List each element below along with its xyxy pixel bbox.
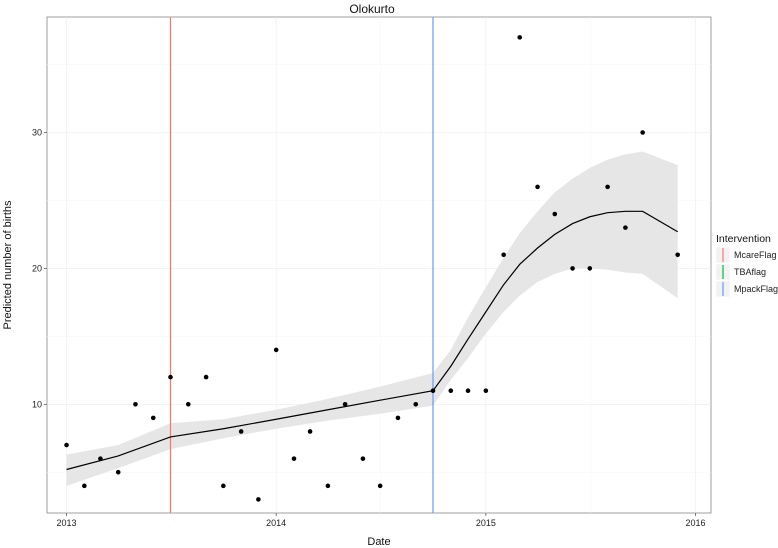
legend-item-mpackflag: MpackFlag	[715, 280, 778, 298]
legend-entries: McareFlag TBAflag MpackFlag	[715, 246, 778, 298]
data-point	[273, 347, 279, 353]
data-point	[483, 388, 489, 393]
legend-item-tbaflag: TBAflag	[715, 263, 766, 281]
data-point	[360, 456, 366, 461]
y-tick-label: 30	[32, 128, 42, 138]
data-point	[605, 184, 610, 190]
confidence-band	[66, 151, 678, 486]
data-point	[221, 483, 226, 489]
x-tick-label: 2013	[57, 518, 77, 528]
x-axis-ticks: 2013 2014 2015 2016	[57, 513, 706, 528]
y-axis-title: Predicted number of births	[2, 200, 14, 330]
data-point	[291, 456, 297, 461]
data-point	[256, 497, 261, 502]
x-tick-label: 2016	[685, 518, 705, 528]
fit-line	[66, 210, 678, 471]
data-point	[623, 225, 628, 230]
data-point	[517, 35, 523, 40]
intervention-lines	[169, 17, 434, 513]
data-point	[342, 401, 348, 407]
legend-label: MpackFlag	[734, 284, 778, 294]
legend-item-mcareflag: McareFlag	[715, 246, 777, 264]
data-point	[501, 252, 506, 258]
data-point	[395, 415, 401, 421]
data-point	[552, 211, 558, 217]
ribbon-area	[66, 151, 678, 486]
data-point	[675, 252, 680, 258]
fitted-line	[66, 210, 678, 471]
data-point	[535, 184, 540, 190]
data-point	[640, 130, 645, 135]
data-point	[587, 266, 593, 271]
data-point	[168, 374, 173, 380]
data-point	[430, 388, 436, 393]
data-point	[465, 388, 471, 393]
data-point	[448, 388, 454, 393]
data-point	[186, 401, 191, 407]
data-point	[150, 415, 156, 421]
data-point	[64, 442, 69, 448]
chart-title: Olokurto	[349, 2, 395, 16]
data-points	[64, 35, 680, 502]
y-tick-label: 10	[32, 399, 42, 409]
legend: Intervention McareFlag TBAflag MpackFlag	[715, 233, 778, 298]
y-tick-label: 20	[32, 263, 42, 273]
legend-label: TBAflag	[734, 267, 766, 277]
data-point	[377, 483, 383, 489]
data-point	[307, 429, 313, 434]
x-tick-label: 2014	[266, 518, 286, 528]
data-point	[115, 469, 121, 475]
data-point	[413, 401, 419, 407]
x-axis-title: Date	[367, 536, 390, 548]
legend-title: Intervention	[716, 233, 771, 245]
data-point	[133, 401, 138, 407]
y-axis-ticks: 10 20 30	[32, 128, 47, 409]
data-point	[238, 429, 244, 434]
legend-label: McareFlag	[734, 250, 777, 260]
plot-panel	[46, 16, 712, 514]
data-point	[570, 266, 575, 271]
x-tick-label: 2015	[476, 518, 496, 528]
data-point	[325, 483, 331, 489]
data-point	[82, 483, 87, 489]
data-point	[98, 456, 103, 461]
data-point	[203, 374, 209, 380]
